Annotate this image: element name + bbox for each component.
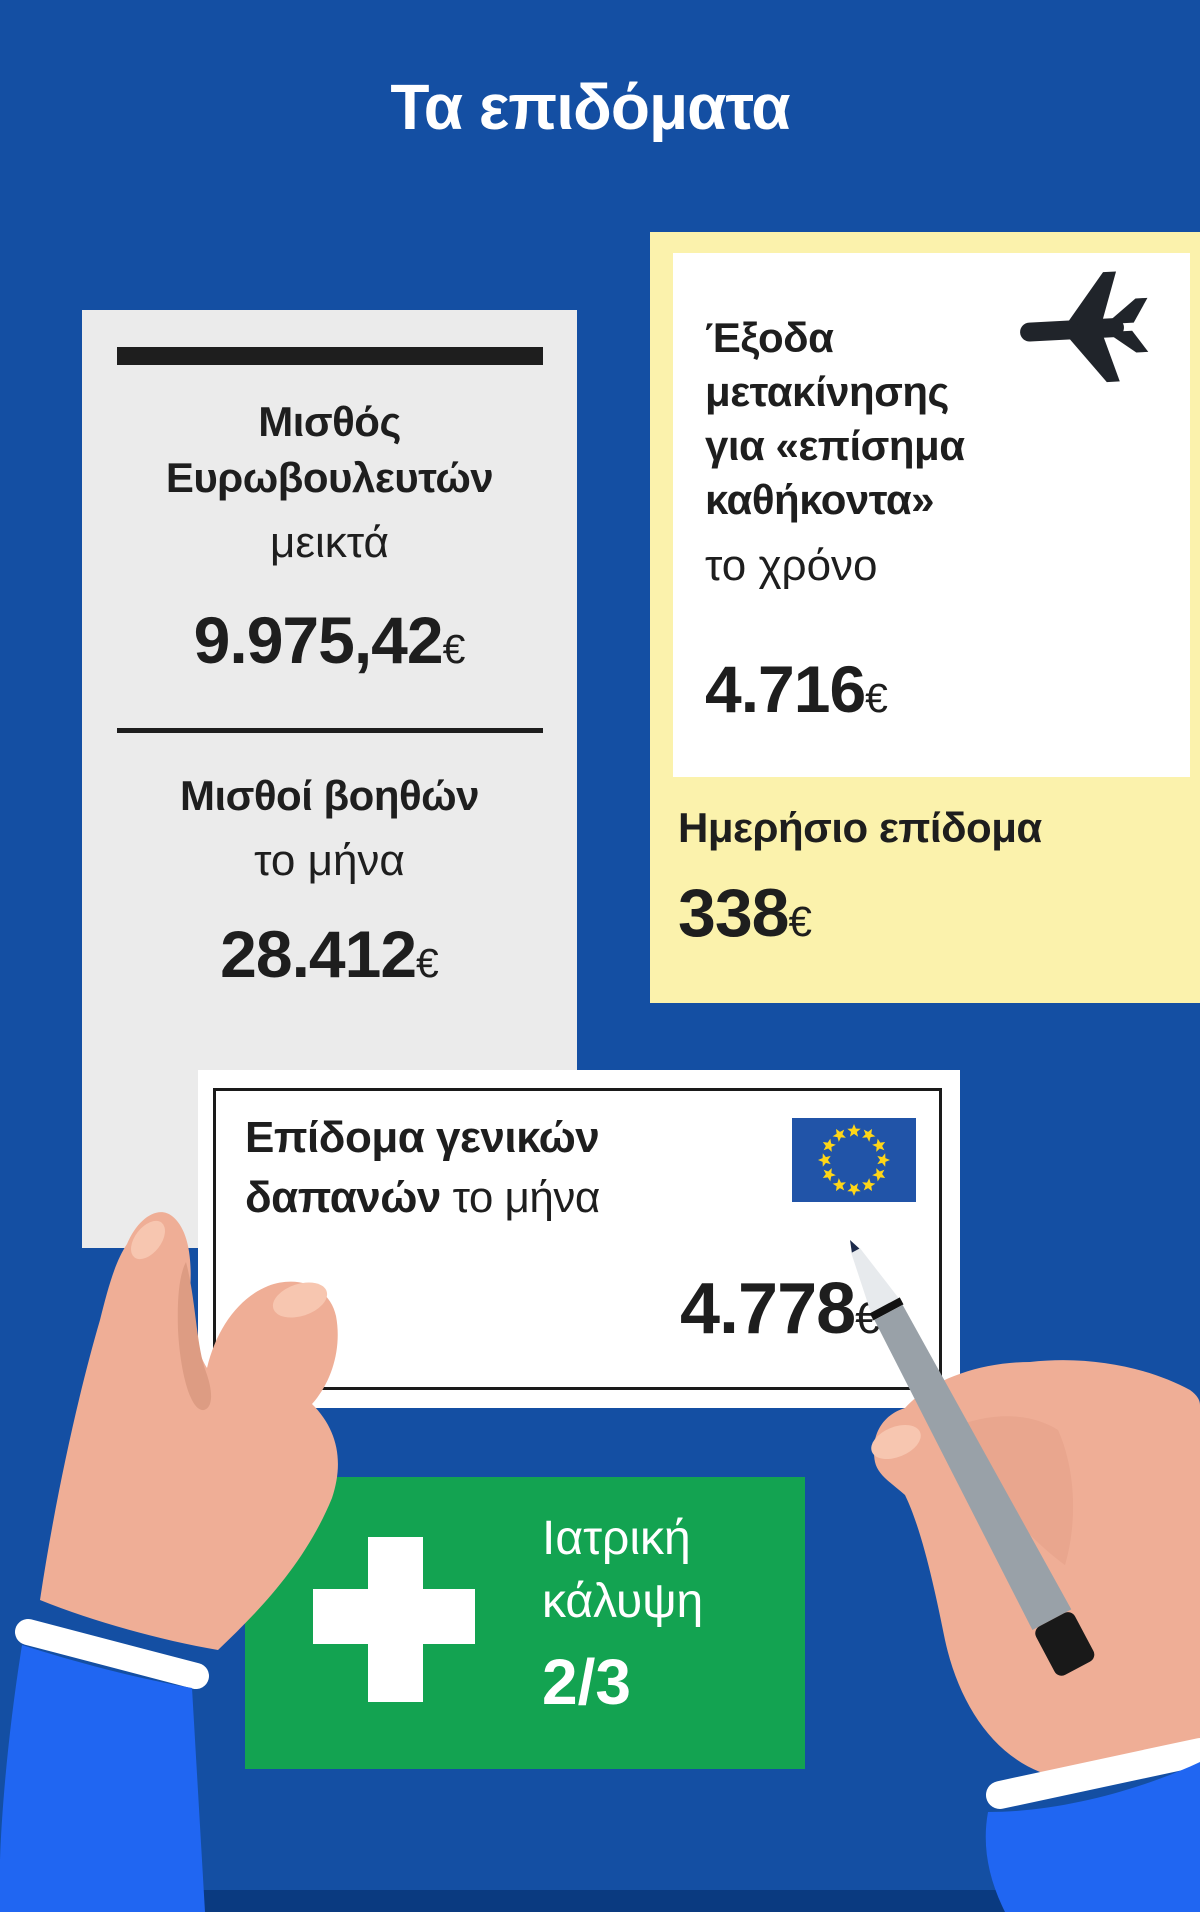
daily-allowance-panel: Έξοδα μετακίνησης για «επίσημα καθήκοντα… bbox=[650, 232, 1200, 1003]
right-cuff bbox=[986, 1738, 1200, 1809]
travel-value: 4.716€ bbox=[705, 652, 888, 726]
salary-heading-line1: Μισθός bbox=[258, 398, 401, 445]
travel-subheading: το χρόνο bbox=[705, 541, 878, 590]
left-cuff bbox=[15, 1619, 209, 1689]
medical-cross-icon bbox=[313, 1589, 475, 1644]
top-bar-decoration bbox=[117, 347, 543, 365]
salary-subheading: μεικτά bbox=[270, 518, 389, 567]
euro-sign: € bbox=[865, 675, 888, 721]
euro-sign: € bbox=[442, 626, 466, 672]
euro-sign: € bbox=[855, 1294, 880, 1343]
eu-flag bbox=[792, 1118, 916, 1202]
general-expenses-card: Επίδομα γενικών δαπανών το μήνα bbox=[198, 1070, 960, 1408]
euro-sign: € bbox=[788, 898, 812, 945]
assistants-value: 28.412€ bbox=[220, 917, 439, 991]
daily-allowance-label: Ημερήσιο επίδομα bbox=[678, 804, 1042, 851]
medical-label-line1: Ιατρική bbox=[542, 1512, 691, 1565]
salary-heading-line2: Ευρωβουλευτών bbox=[165, 454, 494, 501]
divider-line bbox=[117, 728, 543, 733]
medical-label-line2: κάλυψη bbox=[542, 1575, 704, 1628]
travel-expenses-card: Έξοδα μετακίνησης για «επίσημα καθήκοντα… bbox=[673, 253, 1190, 777]
bottom-strip-decoration bbox=[0, 1890, 1200, 1912]
travel-heading: Έξοδα μετακίνησης για «επίσημα καθήκοντα… bbox=[705, 314, 965, 523]
medical-value: 2/3 bbox=[542, 1646, 631, 1718]
salary-heading: Μισθός Ευρωβουλευτών bbox=[82, 394, 577, 506]
medical-coverage-card: Ιατρική κάλυψη 2/3 bbox=[245, 1477, 805, 1769]
assistants-subheading: το μήνα bbox=[254, 836, 405, 885]
general-expenses-heading: Επίδομα γενικών δαπανών το μήνα bbox=[245, 1113, 600, 1222]
salary-value: 9.975,42€ bbox=[193, 603, 466, 677]
euro-sign: € bbox=[416, 940, 439, 986]
airplane-icon bbox=[1020, 271, 1149, 383]
daily-allowance-value: 338€ bbox=[678, 875, 812, 951]
left-sleeve bbox=[0, 1645, 205, 1912]
general-expenses-value: 4.778€ bbox=[679, 1269, 880, 1349]
assistants-heading: Μισθοί βοηθών bbox=[179, 772, 480, 819]
page-title: Τα επιδόματα bbox=[390, 71, 790, 143]
